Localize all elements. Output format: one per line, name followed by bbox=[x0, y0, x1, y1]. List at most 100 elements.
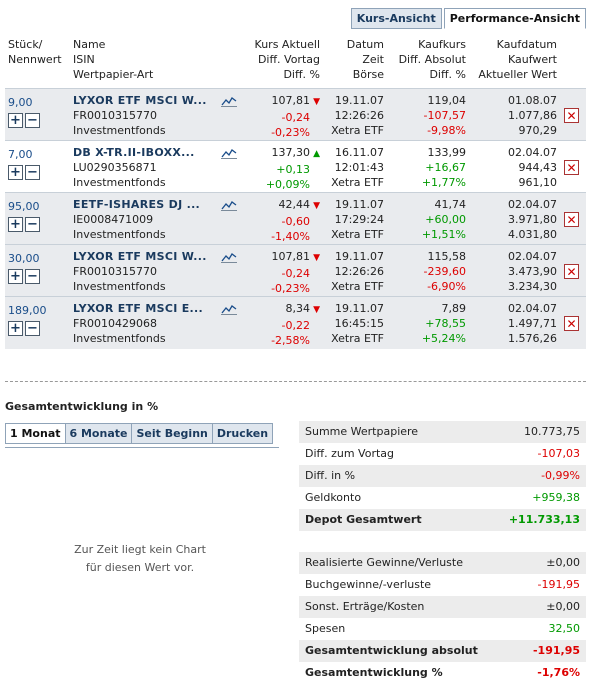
delete-button[interactable]: ✕ bbox=[564, 264, 579, 279]
diff-vortag: -0,24 bbox=[281, 267, 310, 280]
table-row: 95,00 + − EETF-ISHARES DJ ... IE00084710… bbox=[5, 192, 586, 245]
chart-icon[interactable] bbox=[221, 95, 237, 107]
summary-performance: Realisierte Gewinne/Verluste ±0,00 Buchgew… bbox=[299, 552, 586, 684]
increase-button[interactable]: + bbox=[8, 113, 23, 128]
date-info: 19.11.07 17:29:24 Xetra ETF bbox=[331, 197, 384, 242]
price-info: 42,44 ▼ -0,60 -1,40% bbox=[271, 197, 320, 244]
section-title: Gesamtentwicklung in % bbox=[5, 400, 159, 413]
quantity[interactable]: 7,00 bbox=[8, 148, 33, 161]
purchase-info: 115,58 -239,60 -6,90% bbox=[424, 249, 466, 294]
summary-row: Geldkonto +959,38 bbox=[299, 487, 586, 509]
increase-button[interactable]: + bbox=[8, 217, 23, 232]
table-row: 9,00 + − LYXOR ETF MSCI W... FR001031577… bbox=[5, 88, 586, 141]
increase-button[interactable]: + bbox=[8, 321, 23, 336]
delete-button[interactable]: ✕ bbox=[564, 212, 579, 227]
tab-1-monat[interactable]: 1 Monat bbox=[6, 424, 65, 443]
summary-value: -0,99% bbox=[541, 469, 580, 482]
header-label: Börse bbox=[352, 68, 384, 81]
decrease-button[interactable]: − bbox=[25, 217, 40, 232]
summary-label: Realisierte Gewinne/Verluste bbox=[305, 556, 463, 569]
purchase-info: 133,99 +16,67 +1,77% bbox=[422, 145, 466, 190]
security-type: Investmentfonds bbox=[73, 228, 166, 241]
current-value: 961,10 bbox=[518, 176, 558, 189]
quantity[interactable]: 30,00 bbox=[8, 252, 40, 265]
tab-6-monate[interactable]: 6 Monate bbox=[64, 424, 132, 443]
purchase-price: 119,04 bbox=[427, 94, 467, 107]
header-kaufdatum: Kaufdatum Kaufwert Aktueller Wert bbox=[478, 37, 557, 82]
purchase-value: 3.971,80 bbox=[508, 213, 557, 226]
quantity[interactable]: 95,00 bbox=[8, 200, 40, 213]
chart-icon[interactable] bbox=[221, 251, 237, 263]
header-label: Diff. % bbox=[429, 68, 466, 81]
summary-label: Depot Gesamtwert bbox=[305, 513, 422, 526]
tab-performance-ansicht[interactable]: Performance-Ansicht bbox=[443, 8, 586, 29]
decrease-button[interactable]: − bbox=[25, 269, 40, 284]
time: 12:01:43 bbox=[334, 161, 384, 174]
header-kurs: Kurs Aktuell Diff. Vortag Diff. % bbox=[255, 37, 320, 82]
purchase-value: 944,43 bbox=[518, 161, 558, 174]
current-price: 8,34 bbox=[285, 302, 311, 315]
trend-down-icon: ▼ bbox=[313, 305, 320, 315]
quantity[interactable]: 189,00 bbox=[8, 304, 47, 317]
current-price: 42,44 bbox=[278, 198, 311, 211]
header-label: Nennwert bbox=[8, 53, 62, 66]
header-label: ISIN bbox=[73, 53, 95, 66]
diff-absolute: -107,57 bbox=[423, 109, 466, 122]
summary-value: -1,76% bbox=[537, 666, 580, 679]
tab-kurs-ansicht[interactable]: Kurs-Ansicht bbox=[350, 8, 442, 29]
tab-drucken[interactable]: Drucken bbox=[211, 424, 273, 443]
security-name[interactable]: EETF-ISHARES DJ ... bbox=[73, 198, 201, 211]
isin: FR0010315770 bbox=[73, 109, 157, 122]
header-label: Kaufkurs bbox=[418, 38, 466, 51]
security-info: LYXOR ETF MSCI W... FR0010315770 Investm… bbox=[73, 249, 207, 294]
isin: IE0008471009 bbox=[73, 213, 154, 226]
summary-row: Buchgewinne/-verluste -191,95 bbox=[299, 574, 586, 596]
exchange: Xetra ETF bbox=[331, 332, 384, 345]
delete-button[interactable]: ✕ bbox=[564, 108, 579, 123]
exchange: Xetra ETF bbox=[331, 280, 384, 293]
date-info: 19.11.07 16:45:15 Xetra ETF bbox=[331, 301, 384, 346]
header-datum: Datum Zeit Börse bbox=[347, 37, 384, 82]
diff-vortag: -0,22 bbox=[281, 319, 310, 332]
table-row: 7,00 + − DB X-TR.II-IBOXX... LU029035687… bbox=[5, 140, 586, 193]
increase-button[interactable]: + bbox=[8, 269, 23, 284]
delete-button[interactable]: ✕ bbox=[564, 316, 579, 331]
tab-seit-beginn[interactable]: Seit Beginn bbox=[131, 424, 212, 443]
chart-icon[interactable] bbox=[221, 147, 237, 159]
summary-label: Gesamtentwicklung absolut bbox=[305, 644, 478, 657]
security-name[interactable]: DB X-TR.II-IBOXX... bbox=[73, 146, 195, 159]
security-name[interactable]: LYXOR ETF MSCI W... bbox=[73, 94, 207, 107]
summary-value: +959,38 bbox=[532, 491, 580, 504]
header-label: Stück/ bbox=[8, 38, 43, 51]
purchase-info: 119,04 -107,57 -9,98% bbox=[424, 93, 466, 138]
price-info: 107,81 ▼ -0,24 -0,23% bbox=[271, 93, 320, 140]
header-label: Diff. Absolut bbox=[398, 53, 466, 66]
delete-button[interactable]: ✕ bbox=[564, 160, 579, 175]
table-row: 189,00 + − LYXOR ETF MSCI E... FR0010429… bbox=[5, 296, 586, 349]
decrease-button[interactable]: − bbox=[25, 165, 40, 180]
header-label: Kaufwert bbox=[507, 53, 557, 66]
quantity[interactable]: 9,00 bbox=[8, 96, 33, 109]
security-type: Investmentfonds bbox=[73, 280, 166, 293]
security-name[interactable]: LYXOR ETF MSCI W... bbox=[73, 250, 207, 263]
summary-value: -191,95 bbox=[532, 644, 580, 657]
increase-button[interactable]: + bbox=[8, 165, 23, 180]
diff-absolute: +78,55 bbox=[425, 317, 466, 330]
header-label: Zeit bbox=[362, 53, 384, 66]
header-label: Kurs Aktuell bbox=[254, 38, 320, 51]
purchase-value: 1.077,86 bbox=[508, 109, 557, 122]
security-name[interactable]: LYXOR ETF MSCI E... bbox=[73, 302, 203, 315]
summary-row: Diff. in % -0,99% bbox=[299, 465, 586, 487]
purchase-date: 01.08.07 bbox=[508, 94, 557, 107]
chart-icon[interactable] bbox=[221, 303, 237, 315]
summary-value: 32,50 bbox=[548, 622, 581, 635]
summary-depot: Summe Wertpapiere 10.773,75 Diff. zum Vort… bbox=[299, 421, 586, 531]
decrease-button[interactable]: − bbox=[25, 113, 40, 128]
current-price: 137,30 bbox=[271, 146, 311, 159]
chart-icon[interactable] bbox=[221, 199, 237, 211]
summary-label: Spesen bbox=[305, 622, 346, 635]
exchange: Xetra ETF bbox=[331, 176, 384, 189]
decrease-button[interactable]: − bbox=[25, 321, 40, 336]
purchase-date: 02.04.07 bbox=[508, 302, 557, 315]
diff-percent: -1,40% bbox=[271, 230, 310, 243]
